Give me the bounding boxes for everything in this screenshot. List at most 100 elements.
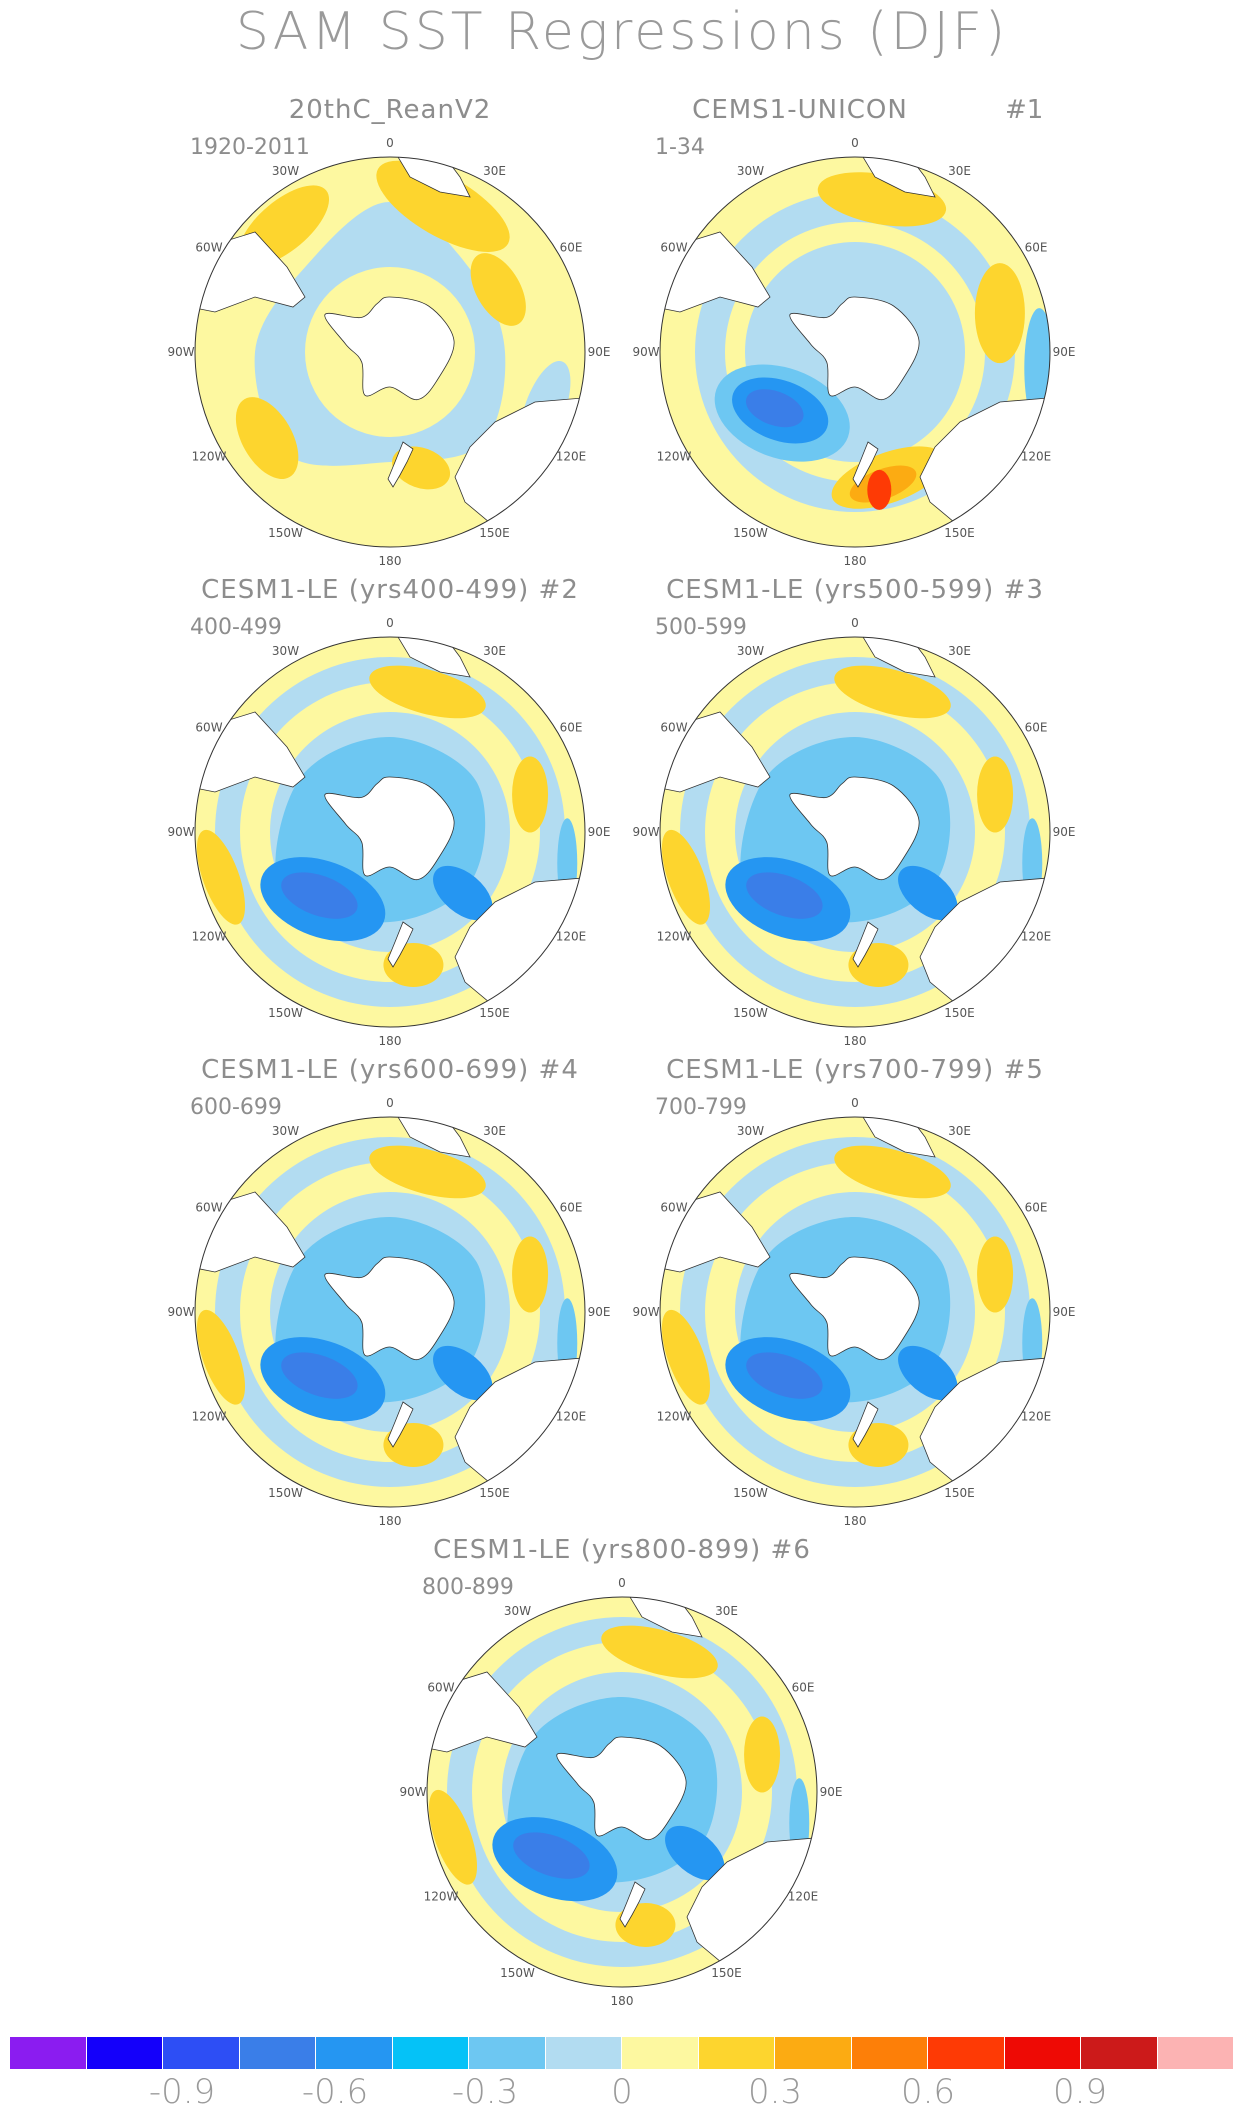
sst-contour-positive	[512, 1236, 549, 1313]
sst-contour-positive	[977, 1236, 1014, 1313]
longitude-label: 150W	[733, 1486, 768, 1500]
colorbar-tick-label: 0.6	[900, 2072, 956, 2112]
africa-landmass	[394, 157, 471, 198]
longitude-label: 90E	[588, 825, 611, 839]
colorbar-swatch	[469, 2037, 546, 2069]
sst-contour-negative	[433, 865, 493, 921]
longitude-label: 0	[851, 136, 859, 150]
longitude-label: 90W	[632, 1305, 659, 1319]
longitude-label: 150W	[268, 526, 303, 540]
colorbar-tick-label: -0.9	[148, 2072, 216, 2112]
longitude-label: 30W	[737, 1124, 764, 1138]
longitude-label: 60E	[1025, 721, 1048, 735]
longitude-label: 120E	[788, 1890, 819, 1904]
africa-landmass	[859, 157, 936, 198]
longitude-label: 180	[379, 1034, 402, 1048]
polar-map: 0 30E 60E 90E 120E 150E 180 150W 120W 90W 60W 30W	[632, 616, 1075, 1048]
colorbar-swatch	[775, 2037, 852, 2069]
antarctica-landmass	[789, 776, 920, 881]
panel-title: CESM1-LE (yrs500-599) #3	[666, 575, 1044, 605]
colorbar-swatch	[1081, 2037, 1158, 2069]
new-zealand-landmass	[387, 1401, 414, 1448]
longitude-label: 150E	[944, 526, 975, 540]
panel-year-range: 700-799	[655, 1095, 747, 1120]
longitude-label: 120W	[192, 450, 227, 464]
longitude-label: 150W	[733, 1006, 768, 1020]
longitude-label: 90W	[632, 345, 659, 359]
longitude-label: 120W	[192, 1410, 227, 1424]
panel-title: CESM1-LE (yrs700-799) #5	[666, 1055, 1044, 1085]
longitude-label: 150E	[711, 1966, 742, 1980]
polar-map: 0 30E 60E 90E 120E 150E 180 150W 120W 90W 60W 30W	[167, 1096, 611, 1528]
longitude-label: 120W	[424, 1890, 459, 1904]
longitude-label: 30E	[483, 1124, 506, 1138]
map-panel: CESM1-LE (yrs800-899) #6 800-899 0 30E 60E 90…	[387, 1535, 857, 2012]
map-border	[659, 156, 1051, 548]
new-zealand-landmass	[387, 921, 414, 968]
longitude-label: 30W	[504, 1604, 531, 1618]
longitude-label: 120W	[192, 930, 227, 944]
map-border	[659, 636, 1051, 1028]
africa-landmass	[626, 1597, 703, 1638]
sst-contour-positive	[428, 1789, 478, 1885]
panel-year-range: 600-699	[190, 1095, 282, 1120]
longitude-label: 90E	[820, 1785, 843, 1799]
longitude-label: 60W	[427, 1681, 454, 1695]
longitude-label: 150W	[733, 526, 768, 540]
sst-contour-negative	[665, 1825, 725, 1881]
polar-map: 0 30E 60E 90E 120E 150E 180 150W 120W 90W 60W 30W	[399, 1576, 843, 2008]
sst-contour-positive	[235, 397, 299, 479]
africa-landmass	[859, 637, 936, 678]
longitude-label: 180	[611, 1994, 634, 2008]
colorbar-swatch	[622, 2037, 699, 2069]
longitude-label: 0	[386, 1096, 394, 1110]
colorbar-labels: -0.9 -0.6 -0.3 0 0.3 0.6 0.9	[0, 2072, 1244, 2112]
antarctica-landmass	[789, 296, 920, 401]
longitude-label: 60W	[195, 241, 222, 255]
sst-contour-positive	[369, 1145, 486, 1199]
new-zealand-landmass	[387, 441, 414, 488]
longitude-label: 60W	[660, 1201, 687, 1215]
map-border	[194, 636, 586, 1028]
colorbar-swatch	[316, 2037, 393, 2069]
colorbar-swatch	[392, 2037, 469, 2069]
antarctica-landmass	[324, 296, 455, 401]
sst-contour-negative	[898, 1345, 958, 1401]
longitude-label: 120E	[1021, 930, 1052, 944]
longitude-label: 30E	[948, 644, 971, 658]
sst-contour-negative	[746, 1352, 823, 1399]
sst-contour-negative	[513, 1832, 590, 1879]
sst-contour-positive	[512, 756, 549, 833]
new-zealand-landmass	[852, 921, 879, 968]
longitude-label: 150E	[479, 1006, 510, 1020]
panel-year-range: 400-499	[190, 615, 282, 640]
longitude-label: 60E	[1025, 241, 1048, 255]
new-zealand-landmass	[619, 1881, 646, 1928]
panel-title: CESM1-LE (yrs400-499) #2	[201, 575, 579, 605]
sst-contour-positive	[196, 829, 246, 925]
colorbar-swatch	[1157, 2037, 1234, 2069]
longitude-label: 90W	[399, 1785, 426, 1799]
longitude-label: 150W	[268, 1006, 303, 1020]
map-panel: CESM1-LE (yrs700-799) #5 700-799 0 30E 60E 90…	[620, 1055, 1090, 1532]
sst-contour-positive	[977, 756, 1014, 833]
sst-contour-positive	[834, 1145, 951, 1199]
panel-number-tag: #1	[1005, 95, 1044, 125]
sst-contour-positive	[196, 1309, 246, 1405]
longitude-label: 180	[844, 1514, 867, 1528]
longitude-label: 60E	[560, 241, 583, 255]
longitude-label: 150W	[268, 1486, 303, 1500]
longitude-label: 90W	[632, 825, 659, 839]
longitude-label: 30W	[272, 644, 299, 658]
figure-title: SAM SST Regressions (DJF)	[235, 2, 1009, 62]
panel-year-range: 1-34	[655, 135, 705, 160]
longitude-label: 60E	[560, 1201, 583, 1215]
sst-contour-positive	[601, 1625, 718, 1679]
colorbar-tick-label: 0.9	[1052, 2072, 1108, 2112]
longitude-label: 60E	[1025, 1201, 1048, 1215]
sst-contour-negative	[898, 865, 958, 921]
longitude-label: 90E	[588, 1305, 611, 1319]
longitude-label: 120E	[1021, 450, 1052, 464]
panel-title: CESM1-LE (yrs600-699) #4	[201, 1055, 579, 1085]
sst-contour-negative	[746, 872, 823, 919]
